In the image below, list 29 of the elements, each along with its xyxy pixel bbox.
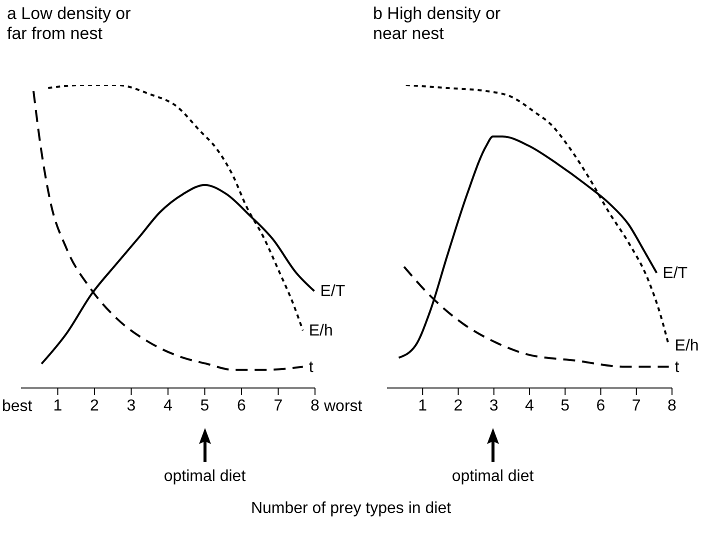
text: best — [2, 398, 32, 416]
x-tick-label: 2 — [454, 397, 463, 414]
x-tick-label: 5 — [200, 397, 210, 414]
x-tick-label: 6 — [596, 397, 606, 414]
x-tick-label: 8 — [668, 397, 677, 414]
x-axis-title: Number of prey types in diet — [250, 500, 452, 518]
series-label: t — [308, 358, 314, 376]
series-label: E/h — [674, 338, 699, 355]
text: worst — [324, 398, 362, 416]
chart-title: a Low density or far from nest — [7, 4, 132, 44]
x-tick-label: 6 — [237, 397, 246, 414]
series-label: t — [674, 358, 680, 376]
x-tick-label: 7 — [632, 397, 641, 414]
x-tick-label: 2 — [90, 397, 100, 414]
chart-title: b High density or near nest — [373, 4, 502, 44]
series-label: E/T — [320, 283, 346, 300]
series-label: E/T — [662, 264, 688, 282]
text: optimal diet — [450, 468, 535, 486]
x-tick-label: 1 — [53, 397, 62, 414]
x-tick-label: 3 — [126, 397, 136, 414]
series-label: E/h — [308, 322, 333, 340]
text: optimal diet — [162, 468, 247, 486]
x-tick-label: 5 — [560, 397, 570, 414]
x-tick-label: 7 — [274, 397, 283, 414]
x-tick-label: 1 — [418, 397, 428, 414]
x-tick-label: 4 — [525, 397, 534, 414]
x-tick-label: 8 — [310, 397, 320, 414]
x-tick-label: 3 — [489, 397, 498, 414]
x-tick-label: 4 — [164, 397, 173, 414]
